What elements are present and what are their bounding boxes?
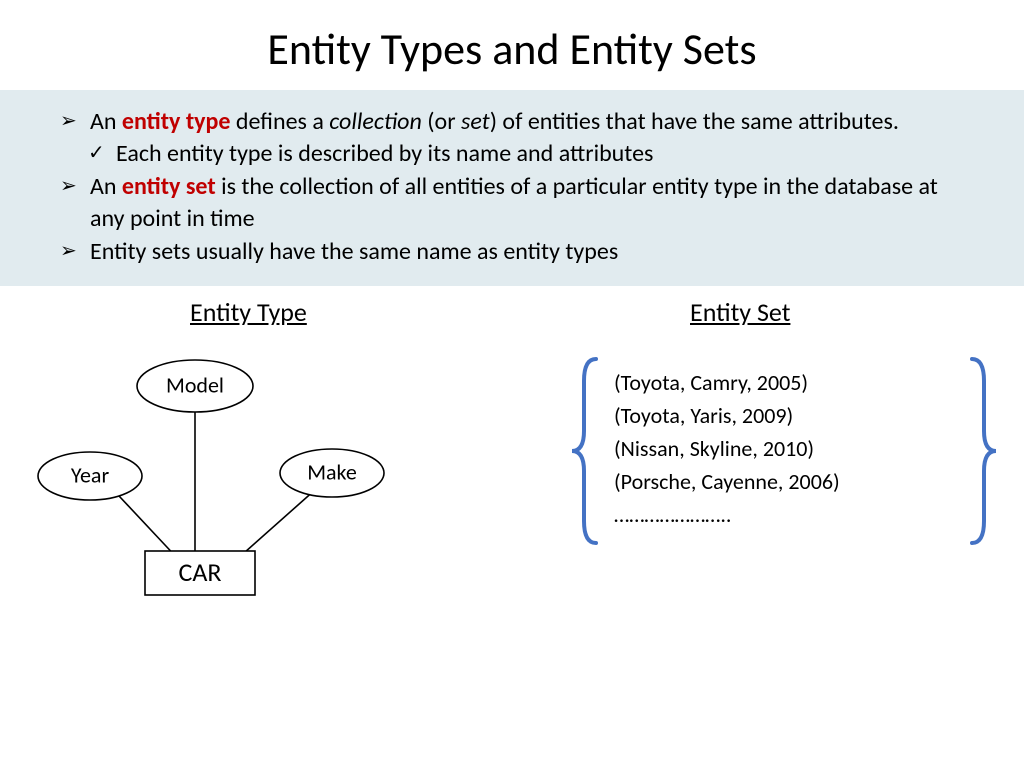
b2-term: entity set (122, 172, 216, 201)
entity-set-list: (Toyota, Camry, 2005) (Toyota, Yaris, 20… (614, 366, 840, 531)
b2-pre: An (90, 172, 122, 201)
set-row: (Toyota, Camry, 2005) (614, 366, 840, 399)
brace-left-icon (566, 351, 606, 551)
entity-set-group: (Toyota, Camry, 2005) (Toyota, Yaris, 20… (574, 361, 994, 561)
bullet-list: An entity type defines a collection (or … (60, 106, 964, 268)
bullet-3: Entity sets usually have the same name a… (60, 236, 964, 268)
b1-mid1: defines a (230, 107, 329, 136)
b1-pre: An (90, 107, 122, 136)
b1-it2: set (461, 107, 490, 136)
er-diagram: Model Year Make CAR (20, 341, 460, 621)
slide-title: Entity Types and Entity Sets (0, 0, 1024, 90)
b2-post: is the collection of all entities of a p… (90, 172, 938, 233)
brace-right-icon (962, 351, 1002, 551)
heading-entity-type: Entity Type (190, 296, 307, 328)
b1-term: entity type (122, 107, 231, 136)
content-block: An entity type defines a collection (or … (0, 90, 1024, 286)
attr-model-label: Model (166, 371, 224, 398)
attr-year-label: Year (71, 461, 110, 488)
heading-entity-set: Entity Set (690, 296, 790, 328)
bullet-1: An entity type defines a collection (or … (60, 106, 964, 138)
b1-mid2: (or (422, 107, 461, 136)
set-row: (Porsche, Cayenne, 2006) (614, 465, 840, 498)
b1-post: ) of entities that have the same attribu… (490, 107, 899, 136)
sub-bullet-1: Each entity type is described by its nam… (60, 138, 964, 170)
b1-it1: collection (329, 107, 422, 136)
bullet-2: An entity set is the collection of all e… (60, 171, 964, 236)
set-row: (Toyota, Yaris, 2009) (614, 399, 840, 432)
set-row: ………………….. (614, 498, 840, 531)
diagram-area: Entity Type Entity Set Model Year Make C… (0, 286, 1024, 646)
attr-make-label: Make (307, 458, 357, 485)
set-row: (Nissan, Skyline, 2010) (614, 432, 840, 465)
entity-label: CAR (178, 556, 221, 588)
